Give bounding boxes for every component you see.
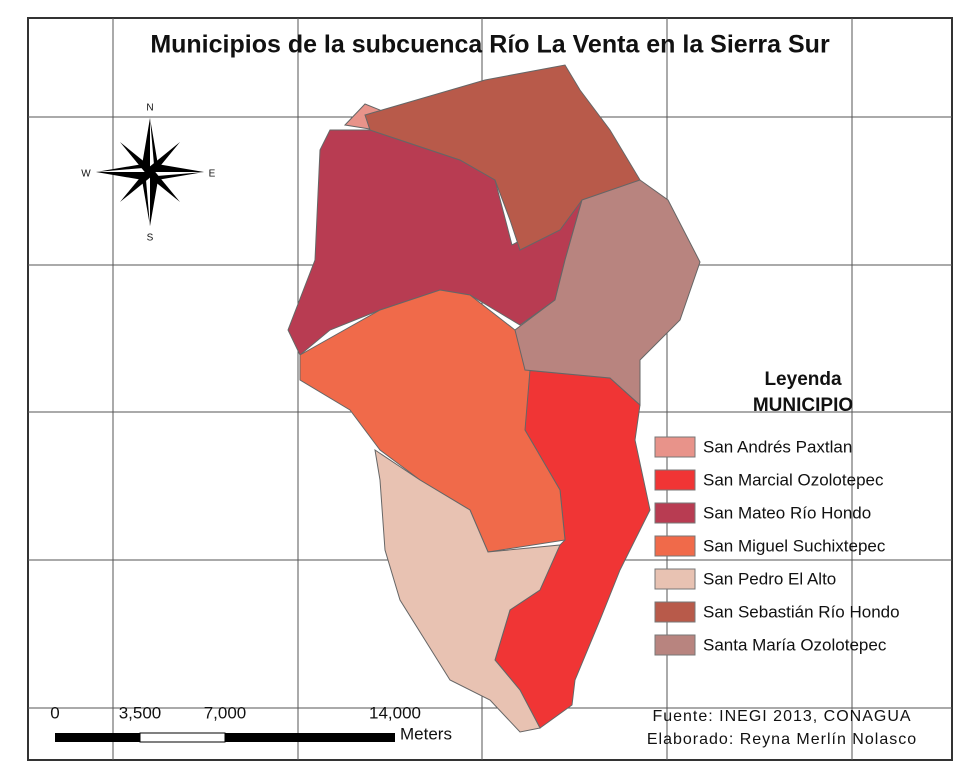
legend-swatch [654, 568, 696, 590]
compass-n: N [146, 103, 153, 114]
scale-label: 7,000 [204, 703, 247, 722]
legend-label: San Sebastián Río Hondo [703, 602, 900, 621]
credit: Fuente: INEGI 2013, CONAGUA [652, 708, 911, 725]
compass-e: E [209, 169, 216, 180]
legend-label: San Miguel Suchixtepec [703, 536, 886, 555]
municipality [299, 289, 566, 553]
map-title: Municipios de la subcuenca Río La Venta … [150, 31, 830, 59]
legend-subtitle: MUNICIPIO [753, 395, 853, 416]
legend-swatch [654, 436, 696, 458]
legend-label: San Mateo Río Hondo [703, 503, 871, 522]
legend-swatch [654, 601, 696, 623]
compass-w: W [81, 169, 91, 180]
scale-label: 14,000 [369, 703, 421, 722]
legend: San Andrés Paxtlan San Marcial Ozolotepec… [654, 436, 900, 656]
legend-title: Leyenda [764, 369, 842, 390]
municipality [374, 448, 561, 733]
municipality [364, 64, 641, 251]
legend-label: San Marcial Ozolotepec [703, 470, 884, 489]
scale-label: 3,500 [119, 703, 162, 722]
credit: Elaborado: Reyna Merlín Nolasco [647, 731, 917, 748]
legend-swatch [654, 502, 696, 524]
municipality [514, 179, 701, 407]
legend-swatch [654, 469, 696, 491]
legend-label: San Pedro El Alto [703, 569, 836, 588]
scale-label: 0 [50, 703, 59, 722]
compass-s: S [147, 233, 154, 244]
legend-swatch [654, 535, 696, 557]
legend-label: San Andrés Paxtlan [703, 437, 852, 456]
compass: N S E W [81, 103, 215, 244]
scale-unit: Meters [400, 724, 452, 743]
legend-swatch [654, 634, 696, 656]
scale-bar: 0 3,500 7,000 14,000 Meters [50, 703, 452, 743]
legend-label: Santa María Ozolotepec [703, 635, 887, 654]
municipalities [287, 64, 701, 733]
